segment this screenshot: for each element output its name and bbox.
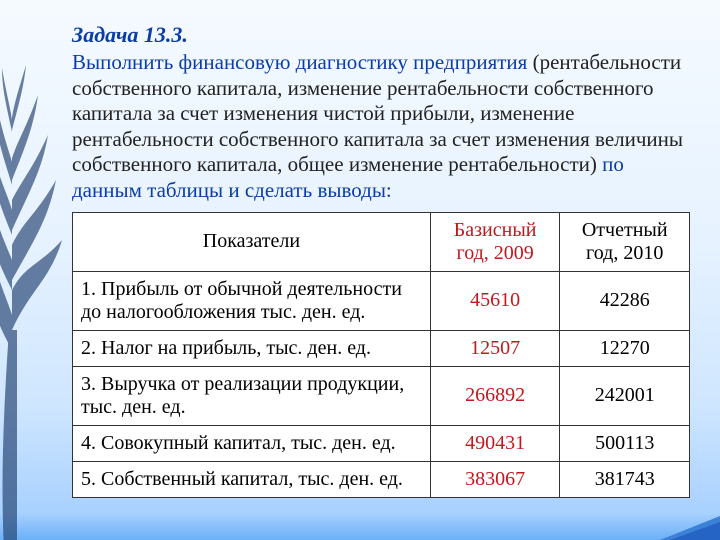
cell-base: 45610 <box>430 271 560 330</box>
cell-report: 42286 <box>560 271 690 330</box>
cell-report: 12270 <box>560 330 690 366</box>
corner-decoration <box>660 516 720 540</box>
data-table: Показатели Базисный год, 2009 Отчетный г… <box>72 212 690 498</box>
cell-report: 381743 <box>560 461 690 497</box>
task-lead: Выполнить финансовую диагностику предпри… <box>72 50 533 74</box>
cell-indicator: 1. Прибыль от обычной деятельности до на… <box>73 271 431 330</box>
cell-base: 266892 <box>430 366 560 425</box>
task-title: Задача 13.3. <box>72 22 690 48</box>
cell-base: 383067 <box>430 461 560 497</box>
cell-report: 500113 <box>560 425 690 461</box>
cell-indicator: 4. Совокупный капитал, тыс. ден. ед. <box>73 425 431 461</box>
table-row: 1. Прибыль от обычной деятельности до на… <box>73 271 690 330</box>
cell-base: 490431 <box>430 425 560 461</box>
table-header-row: Показатели Базисный год, 2009 Отчетный г… <box>73 212 690 271</box>
task-text: Выполнить финансовую диагностику предпри… <box>72 50 690 204</box>
cell-base: 12507 <box>430 330 560 366</box>
cell-indicator: 5. Собственный капитал, тыс. ден. ед. <box>73 461 431 497</box>
cell-report: 242001 <box>560 366 690 425</box>
col-header-indicator: Показатели <box>73 212 431 271</box>
cell-indicator: 2. Налог на прибыль, тыс. ден. ед. <box>73 330 431 366</box>
col-header-base-year: Базисный год, 2009 <box>430 212 560 271</box>
slide-content: Задача 13.3. Выполнить финансовую диагно… <box>0 0 720 514</box>
cell-indicator: 3. Выручка от реализации продукции, тыс.… <box>73 366 431 425</box>
table-row: 3. Выручка от реализации продукции, тыс.… <box>73 366 690 425</box>
table-row: 4. Совокупный капитал, тыс. ден. ед. 490… <box>73 425 690 461</box>
table-row: 2. Налог на прибыль, тыс. ден. ед. 12507… <box>73 330 690 366</box>
col-header-report-year: Отчетный год, 2010 <box>560 212 690 271</box>
table-row: 5. Собственный капитал, тыс. ден. ед. 38… <box>73 461 690 497</box>
